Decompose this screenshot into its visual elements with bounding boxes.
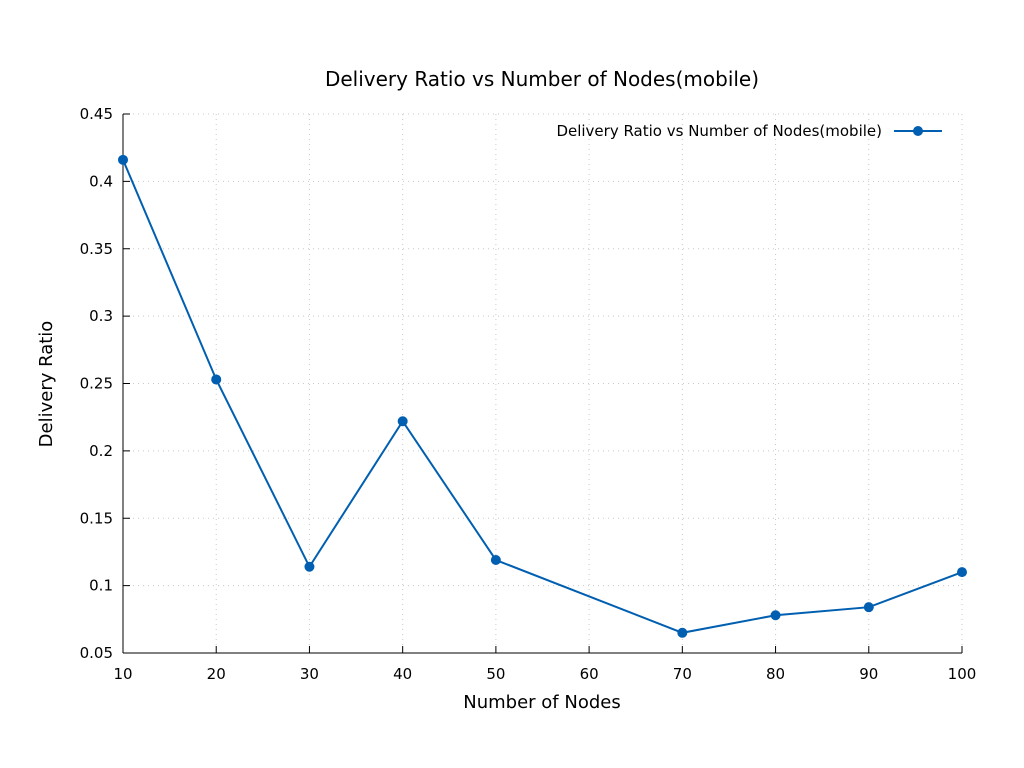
data-point-3 <box>397 416 408 427</box>
y-tick-label-4: 0.25 <box>80 375 113 393</box>
x-tick-label-0: 10 <box>113 665 132 683</box>
data-point-2 <box>304 561 315 572</box>
y-tick-label-3: 0.2 <box>89 442 113 460</box>
x-tick-label-5: 60 <box>580 665 599 683</box>
data-point-1 <box>211 374 222 385</box>
data-point-8 <box>957 567 967 578</box>
data-point-0 <box>118 154 128 165</box>
x-tick-label-9: 100 <box>948 665 977 683</box>
x-axis-label: Number of Nodes <box>463 692 620 713</box>
x-tick-label-1: 20 <box>207 665 226 683</box>
legend: Delivery Ratio vs Number of Nodes(mobile… <box>556 122 942 140</box>
x-tick-label-2: 30 <box>300 665 319 683</box>
y-tick-label-7: 0.4 <box>89 172 113 190</box>
tick-labels: 10 20 30 40 50 60 70 80 90 100 0.05 0.1 0.15 0.2 0.25 0… <box>80 105 977 683</box>
y-tick-label-8: 0.45 <box>80 105 113 123</box>
y-tick-label-0: 0.05 <box>80 644 113 662</box>
data-point-5 <box>677 627 688 638</box>
y-tick-label-1: 0.1 <box>89 577 113 595</box>
axes <box>122 113 963 654</box>
x-tick-label-4: 50 <box>486 665 505 683</box>
y-axis-label: Delivery Ratio <box>36 321 57 448</box>
y-tick-label-6: 0.35 <box>80 240 113 258</box>
data-point-6 <box>770 610 781 621</box>
legend-marker <box>913 126 923 136</box>
x-tick-label-3: 40 <box>393 665 412 683</box>
data-point-4 <box>490 555 501 566</box>
x-tick-label-6: 70 <box>673 665 692 683</box>
x-tick-label-8: 90 <box>859 665 878 683</box>
chart-title: Delivery Ratio vs Number of Nodes(mobile… <box>325 67 759 91</box>
grid <box>122 113 963 654</box>
x-tick-label-7: 80 <box>766 665 785 683</box>
y-tick-label-5: 0.3 <box>89 307 113 325</box>
y-tick-label-2: 0.15 <box>80 509 113 527</box>
series-layer <box>118 154 967 638</box>
series-line-0 <box>122 159 963 634</box>
legend-label: Delivery Ratio vs Number of Nodes(mobile… <box>556 122 882 140</box>
data-point-7 <box>863 602 874 613</box>
